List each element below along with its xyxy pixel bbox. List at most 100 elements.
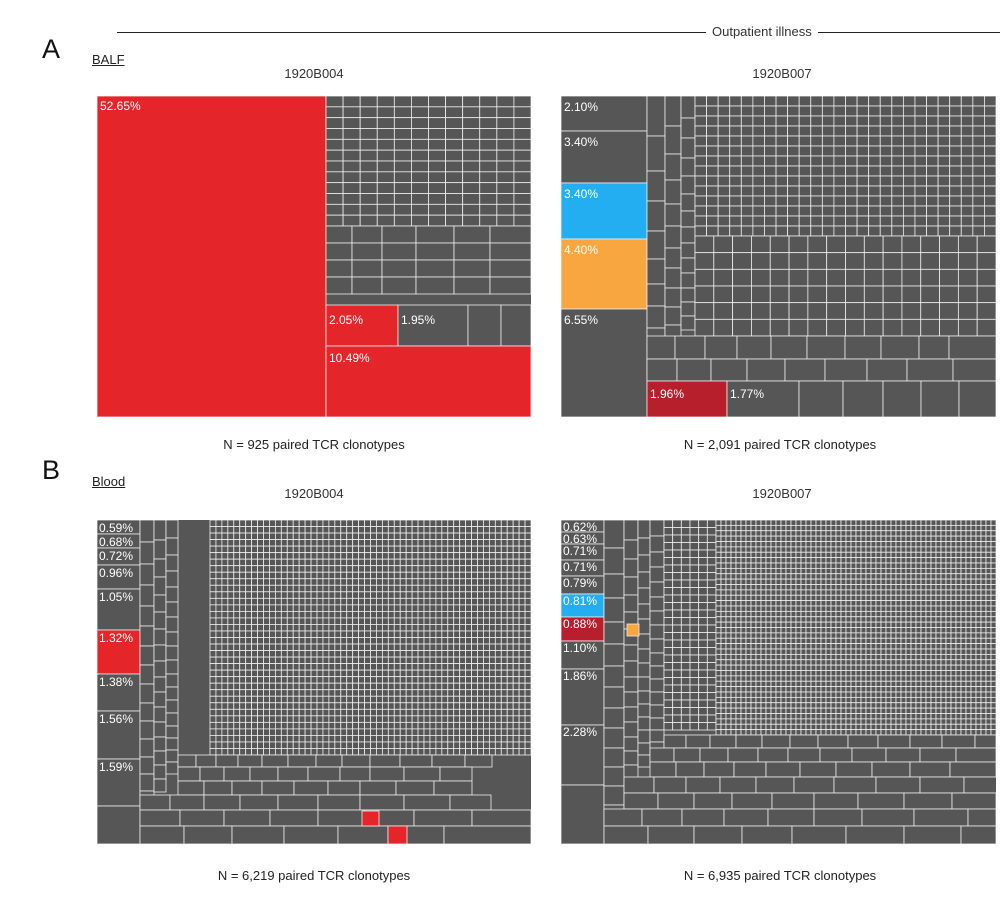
small-tile — [387, 637, 395, 645]
small-tile — [649, 691, 665, 706]
small-tile — [698, 692, 708, 701]
small-tile — [905, 664, 912, 671]
tile-label: 0.71% — [563, 560, 597, 574]
small-tile — [459, 552, 467, 560]
small-tile — [352, 637, 360, 645]
small-tile — [815, 702, 822, 709]
small-tile — [251, 676, 258, 684]
small-tile — [215, 604, 223, 612]
small-tile — [663, 520, 674, 528]
small-tile — [765, 584, 772, 591]
small-tile — [393, 630, 401, 638]
small-tile — [950, 670, 957, 677]
small-tile — [340, 708, 348, 717]
small-tile — [950, 600, 957, 607]
small-tile — [845, 675, 852, 682]
small-tile — [914, 155, 927, 167]
small-tile — [770, 696, 777, 704]
small-tile — [805, 524, 812, 532]
small-tile — [506, 695, 514, 704]
small-tile — [227, 584, 235, 593]
small-tile — [755, 616, 762, 623]
small-tile — [257, 520, 264, 527]
small-tile — [245, 539, 253, 547]
small-tile — [376, 708, 383, 717]
small-tile — [257, 637, 264, 645]
small-tile — [227, 545, 235, 554]
small-tile — [910, 551, 917, 559]
small-tile — [729, 205, 742, 217]
small-tile — [500, 630, 508, 638]
small-tile — [800, 524, 807, 532]
small-tile — [280, 591, 288, 599]
small-tile — [735, 594, 742, 602]
small-tile — [663, 722, 674, 731]
small-tile — [925, 605, 932, 612]
small-tile — [910, 680, 917, 688]
small-tile — [875, 670, 882, 677]
small-tile — [263, 637, 270, 645]
small-tile — [274, 669, 282, 678]
small-tile — [359, 214, 378, 227]
small-tile — [177, 754, 197, 768]
small-tile — [165, 699, 179, 714]
small-tile — [443, 825, 531, 844]
small-tile — [263, 669, 270, 678]
small-tile — [915, 524, 922, 532]
small-tile — [760, 605, 767, 612]
small-tile — [885, 664, 892, 671]
small-tile — [720, 610, 727, 618]
small-tile — [689, 669, 700, 678]
small-tile — [603, 727, 625, 749]
small-tile — [298, 597, 306, 606]
small-tile — [672, 579, 682, 588]
small-tile — [399, 735, 407, 743]
small-tile — [926, 155, 939, 167]
small-tile — [845, 594, 852, 602]
small-tile — [960, 643, 967, 650]
small-tile — [227, 617, 235, 625]
small-tile — [900, 616, 907, 623]
small-tile — [918, 335, 950, 360]
small-tile — [790, 546, 797, 553]
small-tile — [780, 702, 787, 709]
small-tile — [830, 557, 837, 564]
small-tile — [274, 715, 282, 723]
small-tile — [280, 617, 288, 625]
small-tile — [810, 702, 817, 709]
small-tile — [935, 664, 942, 671]
small-tile — [245, 637, 253, 645]
small-tile — [328, 669, 336, 678]
small-tile — [664, 287, 682, 308]
small-tile — [649, 610, 665, 626]
small-tile — [263, 663, 270, 671]
small-tile — [500, 721, 508, 730]
small-tile — [381, 735, 389, 743]
small-tile — [328, 721, 336, 730]
small-tile — [483, 624, 490, 632]
small-tile — [750, 659, 757, 666]
small-tile — [770, 551, 777, 559]
small-tile — [798, 185, 812, 197]
small-tile — [298, 650, 306, 658]
small-tile — [925, 530, 932, 537]
small-tile — [735, 664, 742, 671]
small-tile — [153, 611, 167, 630]
small-tile — [965, 524, 972, 532]
small-tile — [735, 675, 742, 682]
small-tile — [920, 520, 927, 526]
small-tile — [280, 630, 288, 638]
small-tile — [706, 549, 717, 558]
small-tile — [346, 630, 354, 638]
small-tile — [980, 632, 987, 639]
small-tile — [865, 664, 872, 671]
small-tile — [785, 524, 792, 532]
small-tile — [798, 105, 812, 117]
small-tile — [518, 617, 526, 625]
small-tile — [940, 680, 947, 688]
small-tile — [820, 648, 827, 655]
small-tile — [512, 676, 520, 684]
small-tile — [429, 708, 437, 717]
small-tile — [925, 637, 932, 645]
small-tile — [177, 780, 205, 796]
